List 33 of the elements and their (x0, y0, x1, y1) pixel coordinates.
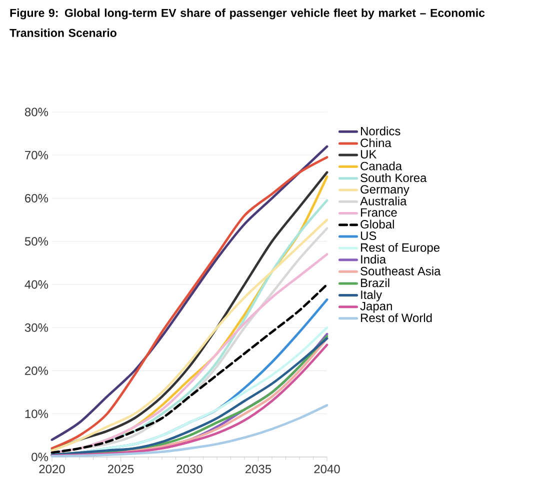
y-tick-label: 60% (25, 194, 48, 202)
line-series (50, 404, 328, 458)
x-tick-label: 2020 (39, 464, 65, 474)
x-tick-label: 2025 (108, 464, 134, 474)
y-tick-label: 0% (32, 452, 48, 462)
legend-label: Southeast Asia (360, 266, 441, 276)
y-tick-label: 50% (24, 237, 48, 246)
legend-label: Italy (361, 290, 382, 302)
y-tick-label: 70% (25, 150, 48, 160)
x-tick-label: 2030 (176, 464, 202, 474)
x-tick-label: 2040 (314, 464, 340, 474)
legend-label: Canada (360, 162, 402, 170)
legend-label: US (360, 232, 376, 240)
legend-label: Rest of World (361, 313, 432, 322)
chart-title: Figure 9: Global long-term EV share of passenger vehicle fleet by market – Economic Transition Scenario (10, 8, 485, 37)
legend-label: UK (360, 150, 377, 159)
legend-label: India (361, 254, 386, 264)
legend-label: Global (360, 220, 394, 229)
legend-label: Rest of Europe (361, 242, 440, 254)
legend-label: Nordics (361, 126, 400, 136)
y-tick-label: 20% (25, 366, 48, 375)
legend-label: Japan (360, 302, 392, 313)
y-tick-label: 30% (24, 323, 48, 332)
legend-label: Brazil (361, 278, 390, 288)
legend-label: France (361, 208, 397, 217)
y-tick-label: 40% (24, 280, 48, 289)
y-tick-label: 10% (25, 410, 48, 418)
legend-label: Australia (360, 196, 407, 206)
x-tick-label: 2035 (246, 464, 272, 474)
y-tick-label: 80% (24, 108, 48, 116)
legend-label: Germany (360, 185, 410, 196)
legend-label: South Korea (360, 173, 427, 182)
legend-label: China (360, 138, 392, 148)
